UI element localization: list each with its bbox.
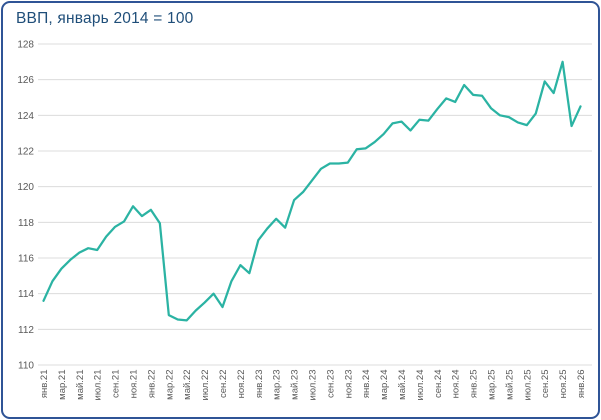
y-tick-label: 122 (17, 147, 34, 158)
y-tick-label: 116 (18, 254, 34, 265)
x-tick-label: янв.25 (469, 370, 480, 399)
x-tick-label: мар.24 (379, 370, 390, 400)
x-tick-label: ноя.25 (558, 370, 569, 399)
y-tick-label: 124 (17, 111, 34, 122)
x-tick-label: сен.23 (325, 370, 336, 399)
x-tick-label: янв.21 (39, 370, 50, 399)
x-tick-label: май.24 (397, 370, 408, 400)
x-tick-label: июл.25 (522, 370, 533, 401)
x-tick-label: июл.23 (308, 370, 319, 401)
gdp-line-chart: 128 126 124 122 120 118 116 114 112 110 янв.21 мар… (17, 40, 592, 401)
x-tick-label: сен.25 (540, 370, 551, 399)
x-tick-label: сен.22 (218, 370, 229, 399)
x-tick-label: май.23 (290, 370, 301, 400)
x-tick-label: мар.23 (272, 370, 283, 400)
x-tick-label: ноя.22 (236, 370, 247, 399)
y-tick-label: 118 (18, 218, 34, 229)
y-tick-label: 110 (18, 361, 34, 372)
x-tick-label: ноя.23 (343, 370, 354, 399)
x-tick-label: мар.25 (487, 370, 498, 400)
y-tick-label: 126 (17, 75, 34, 86)
x-tick-label: янв.22 (146, 370, 157, 399)
x-tick-label: янв.24 (361, 370, 372, 399)
x-tick-label: май.25 (504, 370, 515, 400)
x-tick-label: мар.21 (57, 370, 68, 400)
x-tick-label: ноя.21 (129, 370, 140, 399)
x-tick-label: май.22 (182, 370, 193, 400)
gdp-series-line (42, 60, 582, 322)
y-axis-tick-labels: 128 126 124 122 120 118 116 114 112 110 (17, 40, 34, 372)
x-tick-label: июл.24 (415, 370, 426, 401)
x-tick-label: янв.23 (254, 370, 265, 399)
x-tick-label: сен.21 (111, 370, 122, 399)
gridlines (38, 43, 592, 366)
y-tick-label: 114 (18, 289, 34, 300)
chart-title: ВВП, январь 2014 = 100 (16, 10, 194, 27)
x-tick-label: янв.26 (576, 370, 587, 399)
x-tick-label: мар.22 (164, 370, 175, 400)
x-tick-label: июл.21 (93, 370, 104, 401)
y-tick-label: 128 (17, 40, 34, 51)
x-tick-label: ноя.24 (451, 370, 462, 399)
x-axis-tick-labels: янв.21 мар.21 май.21 июл.21 сен.21 ноя.21 янв.… (39, 370, 587, 401)
x-tick-label: сен.24 (433, 370, 444, 399)
y-tick-label: 120 (17, 182, 34, 193)
x-tick-label: июл.22 (200, 370, 211, 401)
y-tick-label: 112 (18, 325, 34, 336)
x-tick-label: май.21 (75, 370, 86, 400)
